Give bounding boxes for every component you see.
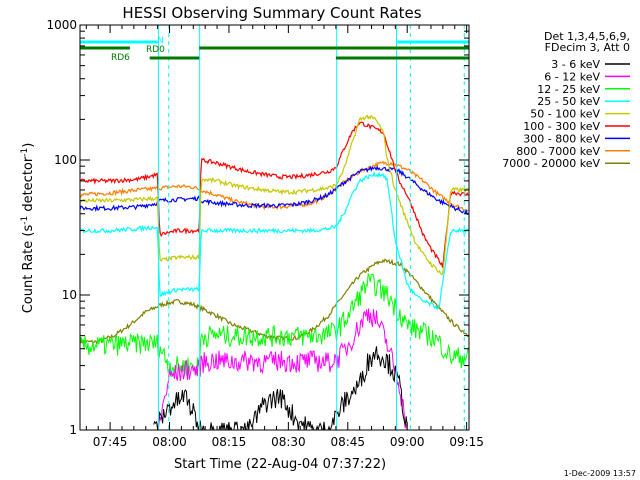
y-axis-label: Count Rate (s-1 detector-1): [20, 143, 36, 314]
x-axis-label: Start Time (22-Aug-04 07:37:22): [174, 457, 386, 472]
series-line-5: [80, 121, 469, 268]
flag-n-label: N: [157, 36, 164, 46]
vertical-markers: [157, 25, 465, 430]
legend-label-6: 300 - 800 keV: [523, 132, 600, 145]
legend-label-3: 25 - 50 keV: [537, 95, 600, 108]
legend-label-1: 6 - 12 keV: [544, 70, 600, 83]
chart-title: HESSI Observing Summary Count Rates: [122, 4, 421, 22]
legend: Det 1,3,4,5,6,9, FDecim 3, Att 0 3 - 6 k…: [502, 30, 630, 170]
x-tick-label-5: 09:00: [390, 435, 425, 449]
flag-rd6-label: RD6: [111, 53, 130, 63]
legend-header-1: Det 1,3,4,5,6,9,: [544, 30, 630, 43]
x-tick-label-3: 08:30: [271, 435, 306, 449]
series-line-2: [80, 273, 469, 378]
y-axis-ticks: 1 10 100 1000: [46, 18, 469, 437]
x-axis-ticks: 07:45 08:00 08:15 08:30 08:45 09:00 09:15: [85, 25, 484, 449]
svg-text:Count Rate (s-1 detector-1): Count Rate (s-1 detector-1): [20, 143, 36, 314]
legend-label-2: 12 - 25 keV: [537, 83, 600, 96]
series-group: [80, 114, 469, 430]
y-tick-label-1: 10: [62, 288, 77, 302]
y-tick-label-2: 100: [54, 153, 77, 167]
x-tick-label-0: 07:45: [93, 435, 128, 449]
timestamp: 1-Dec-2009 13:57: [564, 469, 636, 478]
flag-rd0-label: RD0: [146, 45, 165, 55]
series-line-3: [80, 171, 469, 310]
legend-label-8: 7000 - 20000 keV: [502, 157, 600, 170]
series-line-0: [153, 346, 408, 430]
series-line-7: [80, 160, 469, 213]
x-tick-label-4: 08:45: [330, 435, 365, 449]
series-line-6: [80, 165, 469, 215]
legend-label-5: 100 - 300 keV: [523, 120, 600, 133]
series-line-4: [80, 114, 469, 275]
legend-label-0: 3 - 6 keV: [551, 58, 600, 71]
y-tick-label-3: 1000: [46, 18, 77, 32]
plot-frame: [79, 24, 470, 431]
legend-header-2: FDecim 3, Att 0: [545, 41, 630, 54]
legend-label-7: 800 - 7000 keV: [516, 145, 600, 158]
y-tick-label-0: 1: [69, 423, 77, 437]
x-tick-label-6: 09:15: [449, 435, 484, 449]
x-tick-label-2: 08:15: [212, 435, 247, 449]
x-tick-label-1: 08:00: [152, 435, 187, 449]
legend-label-4: 50 - 100 keV: [530, 108, 600, 121]
